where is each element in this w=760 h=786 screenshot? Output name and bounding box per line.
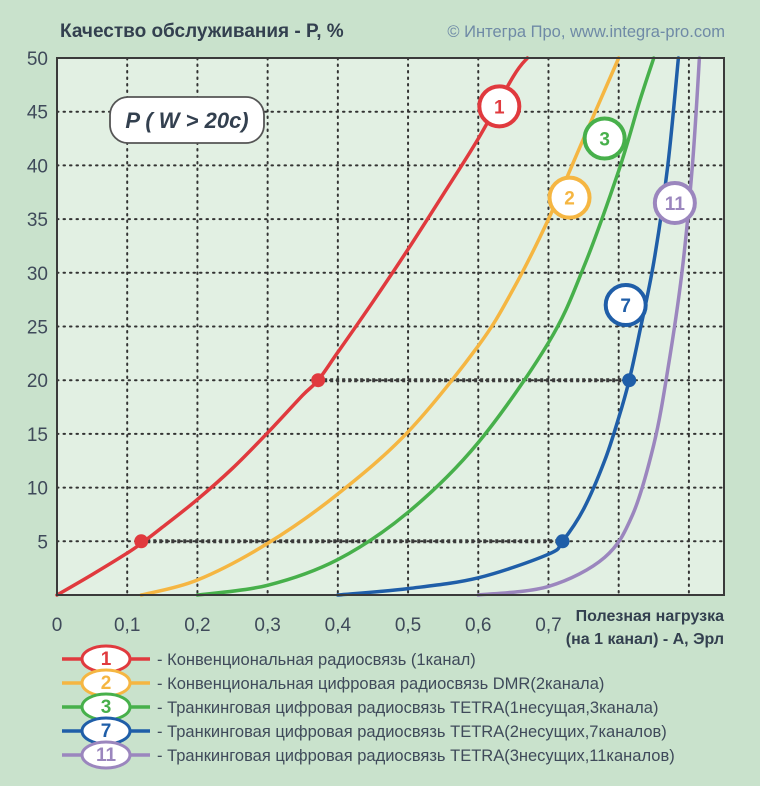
legend-item-11: 11 - Транкинговая цифровая радиосвязь TET… — [62, 740, 675, 770]
legend-text: - Транкинговая цифровая радиосвязь TETRA… — [157, 699, 658, 717]
series-badge-1: 1 — [477, 84, 522, 129]
series-line-11 — [476, 56, 702, 597]
legend-item-3: 3 - Транкинговая цифровая радиосвязь TETR… — [62, 692, 658, 722]
series-line-2 — [139, 56, 621, 597]
legend-text: - Конвенциональная цифровая радиосвязь D… — [157, 675, 604, 693]
y-tick-label: 50 — [27, 49, 48, 70]
badge-label: 1 — [494, 97, 505, 118]
series-lines — [55, 56, 702, 597]
series-badge-3: 3 — [582, 116, 627, 161]
y-tick-label: 20 — [27, 371, 48, 392]
plot-border — [56, 57, 725, 596]
reference-lines — [141, 378, 630, 544]
y-tick-label: 10 — [27, 479, 48, 500]
annotation-text: P ( W > 20c) — [125, 108, 248, 133]
y-tick-label: 45 — [27, 103, 48, 124]
badge-label: 2 — [564, 189, 575, 210]
y-tick-label: 30 — [27, 264, 48, 285]
legend-item-7: 7 - Транкинговая цифровая радиосвязь TETR… — [62, 716, 667, 746]
x-tick-label: 0,5 — [395, 615, 421, 636]
badge-label: 7 — [620, 296, 631, 317]
badge-circle — [547, 175, 592, 220]
chart-credit: © Интегра Про, www.integra-pro.com — [447, 23, 725, 41]
badge-label: 11 — [665, 194, 686, 215]
legend-text: - Конвенциональная радиосвязь (1канал) — [157, 651, 476, 669]
badge-circle — [582, 116, 627, 161]
badge-label: 3 — [599, 130, 610, 151]
badge-circle — [652, 180, 697, 225]
series-badges: 1 2 3 7 11 — [477, 84, 697, 328]
legend-item-2: 2 - Конвенциональная цифровая радиосвязь … — [62, 668, 604, 698]
legend-text: - Транкинговая цифровая радиосвязь TETRA… — [157, 747, 675, 765]
legend: 1- Конвенциональная радиосвязь (1канал)2… — [62, 644, 675, 770]
series-line-3 — [195, 56, 656, 597]
x-axis-label-line2: (на 1 канал) - A, Эрл — [566, 631, 724, 648]
chart-title: Качество обслуживания - P, % — [60, 21, 344, 42]
y-tick-label: 25 — [27, 318, 48, 339]
x-axis-label-line1: Полезная нагрузка — [576, 608, 724, 625]
legend-badge — [80, 740, 132, 770]
y-tick-label: 5 — [37, 532, 48, 553]
data-point-marker — [134, 534, 149, 549]
x-tick-label: 0,4 — [325, 615, 352, 636]
legend-text: - Транкинговая цифровая радиосвязь TETRA… — [157, 723, 667, 741]
data-markers — [134, 373, 637, 549]
y-tick-label: 35 — [27, 210, 48, 231]
data-point-marker — [311, 373, 326, 388]
series-line-7 — [336, 56, 681, 597]
annotation-box: P ( W > 20c) — [109, 96, 265, 144]
badge-circle — [603, 283, 648, 328]
y-tick-label: 40 — [27, 156, 48, 177]
data-point-marker — [622, 373, 637, 388]
legend-badge-label: 1 — [101, 649, 112, 670]
y-tick-label: 15 — [27, 425, 48, 446]
legend-badge-label: 11 — [96, 745, 117, 766]
badge-circle — [477, 84, 522, 129]
series-badge-2: 2 — [547, 175, 592, 220]
legend-item-1: 1 - Конвенциональная радиосвязь (1канал) — [62, 644, 476, 674]
legend-badge-label: 2 — [101, 673, 112, 694]
data-point-marker — [555, 534, 570, 549]
series-badge-11: 11 — [652, 180, 697, 225]
axes: 0 0,1 0,2 0,3 0,4 0,5 0,6 0,7 5 10 15 20 25 30 35 40 45 5… — [27, 49, 562, 636]
x-tick-label: 0,2 — [184, 615, 210, 636]
legend-badge-label: 3 — [101, 697, 112, 718]
x-tick-label: 0,7 — [535, 615, 561, 636]
x-tick-label: 0,6 — [465, 615, 491, 636]
x-tick-label: 0 — [52, 615, 63, 636]
x-tick-label: 0,1 — [114, 615, 140, 636]
x-tick-label: 0,3 — [254, 615, 280, 636]
series-badge-7: 7 — [603, 283, 648, 328]
legend-badge-label: 7 — [101, 721, 112, 742]
